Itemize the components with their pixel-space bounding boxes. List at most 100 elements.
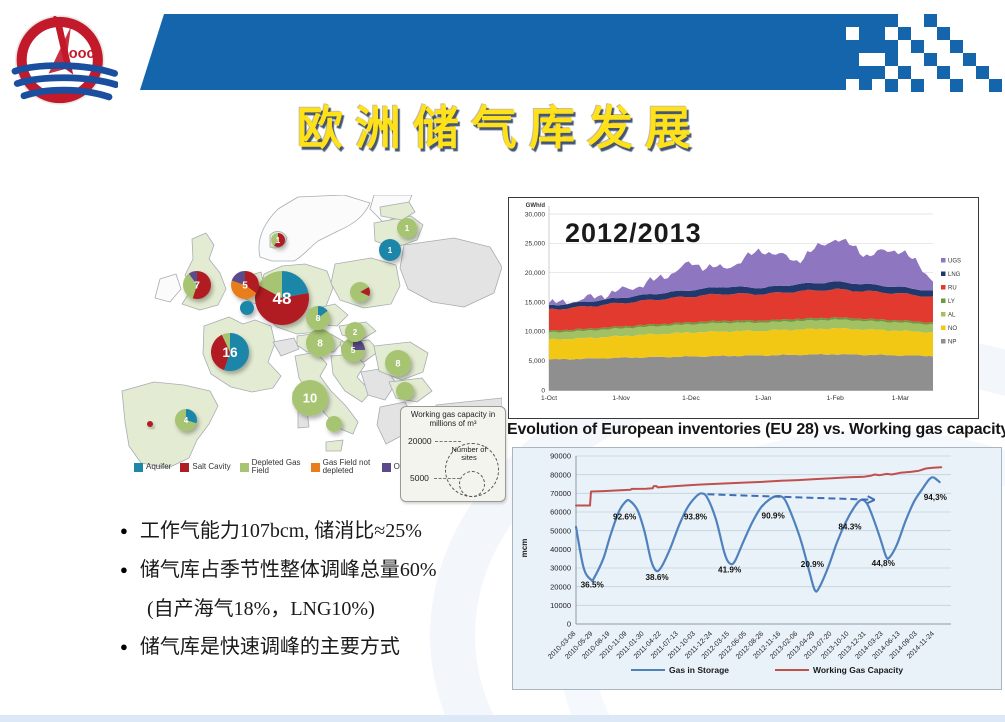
area-series-LNG [549, 281, 933, 310]
svg-text:1-Mar: 1-Mar [892, 395, 910, 402]
svg-text:1-Oct: 1-Oct [541, 395, 557, 402]
bullet-marker: ● [120, 523, 128, 538]
area-legend: UGS LNG RU LY AL NO NP [941, 258, 961, 346]
map-pie-czech-republic: 8 [305, 306, 330, 330]
map-pie-spain: 4 [174, 409, 197, 431]
svg-text:20.9%: 20.9% [801, 560, 825, 569]
svg-text:0: 0 [567, 620, 571, 629]
svg-text:92.6%: 92.6% [613, 512, 637, 521]
svg-text:20,000: 20,000 [525, 270, 546, 277]
area-series-NO [549, 327, 933, 360]
header-banner [140, 14, 872, 90]
map-pie-portugal [147, 421, 153, 427]
line-legend: Gas in Storage Working Gas Capacity [631, 665, 903, 675]
depleted-gas-field-swatch-icon [239, 462, 249, 472]
bullet-continuation: (自产海气18%，LNG10%) [147, 598, 375, 620]
svg-text:ooc: ooc [69, 46, 95, 62]
bullet-marker: ● [120, 639, 128, 654]
svg-text:Working Gas Capacity: Working Gas Capacity [813, 665, 903, 675]
svg-text:GWh/d: GWh/d [526, 203, 546, 209]
page-title: 欧洲储气库发展 [297, 101, 703, 155]
map-pie-bulgaria [396, 382, 414, 400]
size-legend-circle-label: Number of sites [451, 445, 487, 463]
map-legend: Aquifer Salt Cavity Depleted Gas Field G… [134, 458, 414, 476]
svg-text:Gas in Storage: Gas in Storage [669, 665, 729, 675]
size-legend-small-circle-icon [459, 471, 485, 497]
size-legend-leader-line [435, 441, 461, 442]
bullet-text: 储气库占季节性整体调峰总量60% [139, 559, 437, 581]
legend-item-salt-cavity: Salt Cavity [180, 462, 231, 472]
area-chart-title: 2012/2013 [565, 218, 702, 248]
svg-text:30000: 30000 [550, 564, 571, 573]
map-pie-lithuania: 1 [397, 218, 417, 238]
size-legend-leader-line [434, 478, 460, 479]
legend-item-depleted-gas-field: Depleted Gas Field [239, 458, 302, 476]
svg-text:4: 4 [184, 416, 189, 425]
cnooc-logo-icon: ooc [11, 15, 118, 105]
svg-text:2: 2 [353, 328, 358, 337]
bullet-item: ● 储气库是快速调峰的主要方式 [118, 634, 520, 660]
svg-text:1: 1 [405, 224, 410, 233]
banner-mosaic-decoration [846, 14, 1002, 92]
trend-arrow [707, 493, 876, 505]
svg-text:50000: 50000 [550, 526, 571, 535]
svg-text:5: 5 [242, 281, 248, 292]
svg-text:1: 1 [276, 236, 281, 245]
svg-text:30,000: 30,000 [525, 211, 546, 218]
area-series-AL [549, 319, 933, 340]
svg-text:84.3%: 84.3% [838, 523, 862, 532]
map-pie-united-kingdom: 7 [182, 271, 212, 299]
svg-text:44,8%: 44,8% [872, 559, 896, 568]
svg-text:RU: RU [948, 286, 957, 292]
salt-cavity-swatch-icon [180, 462, 190, 472]
gas-field-not-depleted-swatch-icon [310, 462, 320, 472]
svg-text:94,3%: 94,3% [924, 493, 948, 502]
inventories-line-chart: 0 10000 20000 30000 40000 50000 60000 70000 8000… [520, 452, 951, 675]
map-pie-france: 16 [211, 333, 250, 371]
line-chart-title: Evolution of European inventories (EU 28… [507, 421, 1005, 438]
svg-text:UGS: UGS [948, 259, 961, 265]
bullet-text: 储气库是快速调峰的主要方式 [139, 636, 400, 658]
svg-text:1-Feb: 1-Feb [827, 395, 845, 402]
bullet-item: ● 储气库占季节性整体调峰总量60% [118, 557, 520, 583]
svg-text:mcm: mcm [520, 539, 529, 558]
svg-text:40000: 40000 [550, 545, 571, 554]
svg-text:25,000: 25,000 [525, 241, 546, 248]
svg-text:20000: 20000 [550, 582, 571, 591]
svg-text:0: 0 [541, 387, 545, 394]
supply-area-chart-panel: 0 5,000 10,000 15,000 20,000 25,000 30,000 GWh/… [508, 197, 979, 419]
svg-text:NO: NO [948, 326, 957, 332]
series-gas-in-storage [574, 476, 941, 593]
map-pie-slovakia: 2 [345, 322, 365, 342]
svg-text:1-Nov: 1-Nov [612, 395, 630, 402]
legend-item-gas-field-not-depleted: Gas Field not depleted [310, 458, 373, 476]
svg-text:10,000: 10,000 [525, 329, 546, 336]
bullet-list: ● 工作气能力107bcm, 储消比≈25% ● 储气库占季节性整体调峰总量60… [118, 518, 520, 673]
percentage-annotations: 36.5% 92.6% 38.6% 93.8% 41.9% 90.9% 20.9% 84.3%… [581, 493, 948, 590]
svg-text:70000: 70000 [550, 489, 571, 498]
bullet-marker: ● [120, 562, 128, 577]
size-legend-small-value: 5000 [410, 473, 429, 483]
svg-text:8: 8 [317, 339, 323, 350]
size-legend-big-value: 20000 [408, 436, 432, 446]
legend-item-aquifer: Aquifer [134, 462, 171, 472]
map-pie-italy: 10 [292, 380, 328, 416]
size-legend-box: Working gas capacity in millions of m³ 2… [400, 406, 506, 502]
area-series-RU [549, 288, 933, 331]
map-pie-austria: 8 [306, 329, 334, 357]
svg-text:41.9%: 41.9% [718, 566, 742, 575]
map-pie-netherlands: 5 [231, 271, 260, 300]
series-working-gas-capacity [575, 466, 943, 507]
map-pie-croatia [326, 416, 342, 432]
bottom-strip [0, 715, 1005, 722]
svg-text:10000: 10000 [550, 601, 571, 610]
size-legend-title: Working gas capacity in millions of m³ [410, 410, 496, 429]
svg-text:15,000: 15,000 [525, 299, 546, 306]
bullet-text: 工作气能力107bcm, 储消比≈25% [139, 520, 422, 542]
svg-text:1-Jan: 1-Jan [755, 395, 772, 402]
bullet-item: ● 工作气能力107bcm, 储消比≈25% [118, 518, 520, 544]
svg-text:8: 8 [316, 313, 321, 323]
svg-text:8: 8 [395, 358, 400, 368]
area-series-NP [549, 353, 933, 390]
